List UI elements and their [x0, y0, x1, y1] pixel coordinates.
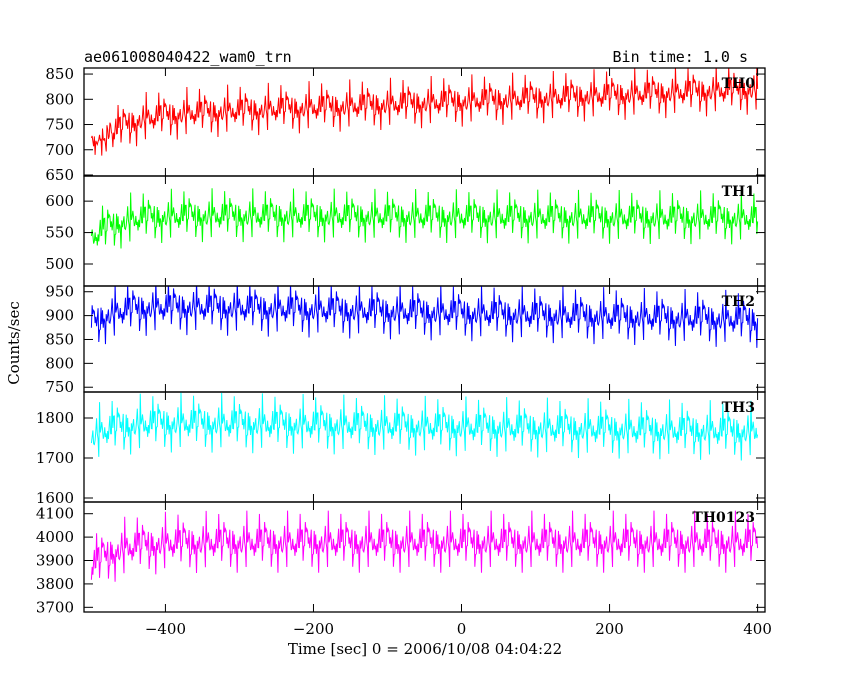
- series-line-th2: [90, 286, 759, 348]
- bin-time-label: Bin time: 1.0 s: [613, 48, 748, 66]
- panel-stack: 650 700 750 800 850 TH0 500 550 600 TH1 750 800 850 9…: [36, 65, 766, 616]
- x-tick-label: −400: [145, 620, 186, 638]
- y-tick-label: 4000: [36, 528, 74, 546]
- y-axis-title: Counts/sec: [5, 301, 23, 385]
- panel-frame: [83, 175, 766, 287]
- series-line-th0123: [90, 510, 759, 582]
- y-tick-label: 1800: [36, 409, 74, 427]
- y-tick-label: 550: [45, 224, 74, 242]
- y-tick-label: 850: [45, 330, 74, 348]
- panel-th0: 650 700 750 800 850 TH0: [45, 65, 766, 184]
- series-line-th1: [90, 188, 759, 249]
- x-tick-label: 400: [743, 620, 772, 638]
- panel-frame: [83, 501, 766, 613]
- series-line-th0: [90, 68, 759, 156]
- y-tick-label: 950: [45, 283, 74, 301]
- panel-label: TH0: [722, 76, 756, 92]
- chart-title: ae061008040422_wam0_trn: [84, 48, 292, 66]
- y-tick-label: 800: [45, 354, 74, 372]
- y-tick-label: 600: [45, 192, 74, 210]
- panel-label: TH1: [722, 184, 755, 200]
- panel-th3: 1600 1700 1800 TH3: [36, 391, 766, 507]
- x-tick-label: 200: [595, 620, 624, 638]
- x-axis: −400 −200 0 200 400: [145, 620, 772, 638]
- y-tick-label: 700: [45, 141, 74, 159]
- y-tick-label: 650: [45, 166, 74, 184]
- panel-th2: 750 800 850 900 950 TH2: [45, 283, 766, 396]
- panel-label: TH2: [722, 294, 755, 310]
- y-tick-label: 4100: [36, 505, 74, 523]
- y-tick-label: 1600: [36, 489, 74, 507]
- y-tick-label: 3800: [36, 575, 74, 593]
- y-tick-label: 3900: [36, 552, 74, 570]
- y-tick-label: 850: [45, 65, 74, 83]
- y-tick-label: 1700: [36, 449, 74, 467]
- x-tick-label: 0: [457, 620, 467, 638]
- panel-th0123: 3700 3800 3900 4000 4100 TH0123: [36, 501, 766, 616]
- panel-frame: [83, 285, 766, 393]
- series-line-th3: [90, 392, 759, 461]
- y-tick-label: 750: [45, 378, 74, 396]
- y-tick-label: 750: [45, 116, 74, 134]
- panel-th1: 500 550 600 TH1: [45, 175, 766, 287]
- panel-label: TH3: [722, 400, 755, 416]
- panel-label: TH0123: [692, 510, 755, 526]
- x-axis-title: Time [sec] 0 = 2006/10/08 04:04:22: [288, 640, 562, 658]
- y-tick-label: 3700: [36, 598, 74, 616]
- y-tick-label: 500: [45, 255, 74, 273]
- x-tick-label: −200: [293, 620, 334, 638]
- y-tick-label: 800: [45, 90, 74, 108]
- y-tick-label: 900: [45, 307, 74, 325]
